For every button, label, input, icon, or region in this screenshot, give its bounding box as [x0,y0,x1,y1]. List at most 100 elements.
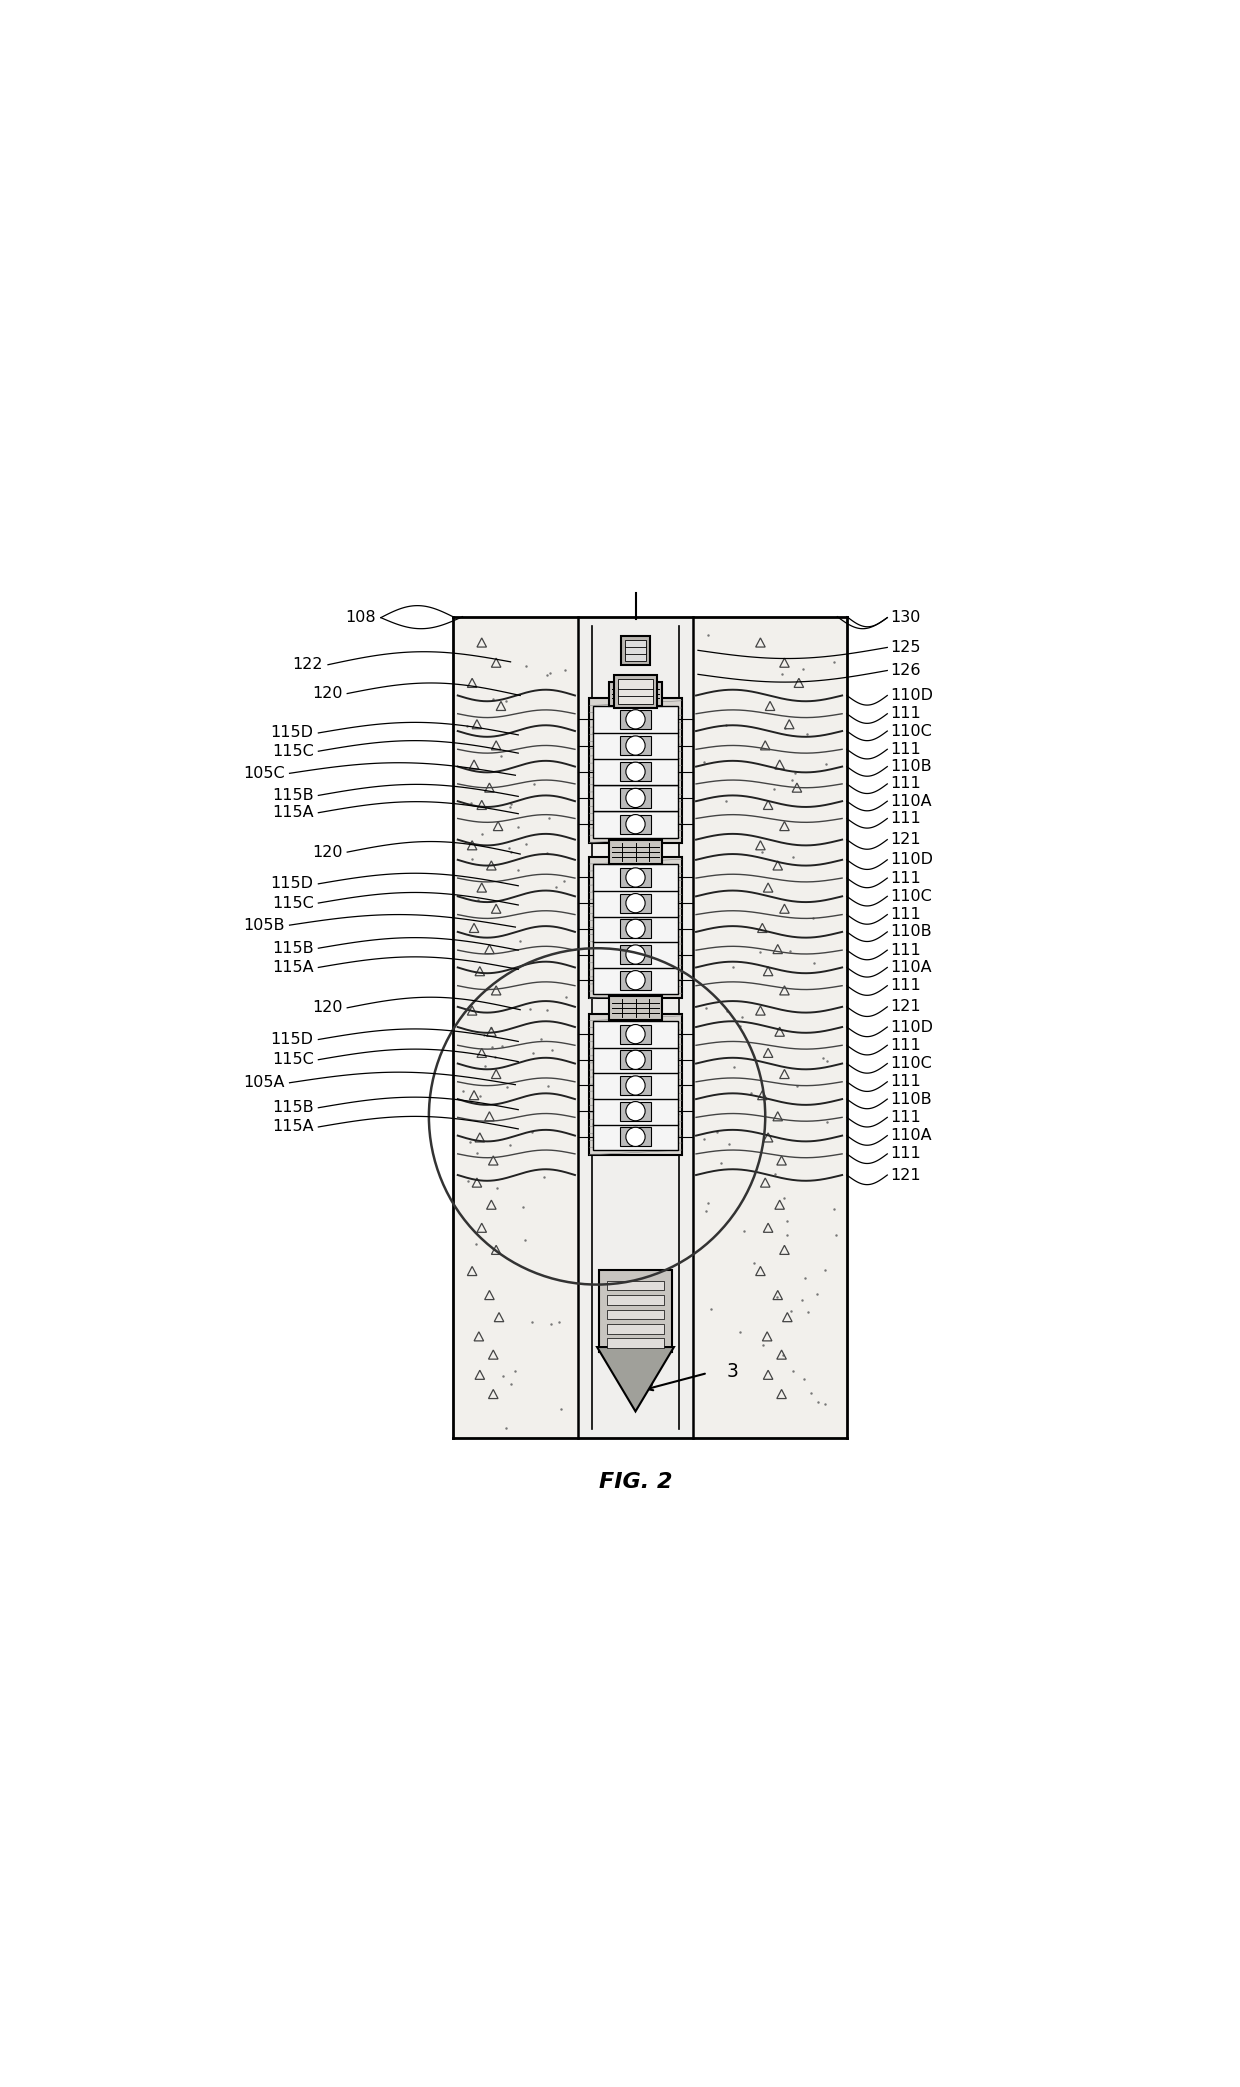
Text: 115D: 115D [270,877,314,891]
Bar [593,916,678,943]
Text: 110B: 110B [890,925,931,939]
Bar [589,1014,682,1154]
Circle shape [626,737,645,755]
Text: 110C: 110C [890,1056,932,1071]
Bar [620,918,651,939]
Text: 110A: 110A [890,793,931,808]
Text: 111: 111 [890,1037,921,1052]
Bar [620,710,651,728]
Bar [593,810,678,837]
Text: 115C: 115C [272,743,314,760]
Text: 115B: 115B [272,789,314,803]
Bar [589,699,682,843]
Text: 110B: 110B [890,1092,931,1106]
Bar [593,889,678,916]
Circle shape [626,970,645,989]
Text: 110A: 110A [890,960,931,975]
Text: 108: 108 [346,609,376,626]
Bar [609,995,662,1021]
Polygon shape [596,1346,675,1411]
Text: 125: 125 [890,641,920,655]
Text: 111: 111 [890,979,921,993]
Bar [618,695,653,703]
Bar [618,678,653,689]
Bar [593,1046,678,1073]
Bar [620,970,651,989]
Bar [620,868,651,887]
Text: 111: 111 [890,741,921,758]
Text: 105A: 105A [243,1075,285,1089]
Text: 120: 120 [312,687,342,701]
Circle shape [626,762,645,781]
Bar [625,641,646,647]
Text: 111: 111 [890,908,921,922]
Text: 111: 111 [890,1146,921,1160]
Bar [614,674,657,707]
Bar [606,1323,665,1334]
Bar [606,1338,665,1348]
Text: FIG. 2: FIG. 2 [599,1471,672,1492]
Text: 3: 3 [727,1361,739,1382]
Bar [606,1309,665,1319]
Bar [620,1102,651,1121]
Bar [593,1021,678,1048]
Circle shape [626,893,645,912]
Bar [621,637,650,666]
Bar [620,1050,651,1069]
Text: 110D: 110D [890,1021,934,1035]
Text: 115A: 115A [272,1119,314,1135]
Circle shape [626,814,645,835]
Text: 111: 111 [890,943,921,958]
Bar [593,705,678,733]
Circle shape [626,1127,645,1146]
Bar [593,1073,678,1100]
Bar [620,945,651,964]
Text: 111: 111 [890,1075,921,1089]
Text: 121: 121 [890,833,921,847]
Bar [620,1025,651,1044]
Text: 110A: 110A [890,1129,931,1144]
Bar [620,814,651,835]
Text: 111: 111 [890,705,921,722]
Text: 110D: 110D [890,689,934,703]
Text: 122: 122 [293,657,324,672]
Circle shape [626,868,645,887]
Circle shape [626,1102,645,1121]
Bar [620,1127,651,1146]
Circle shape [626,1077,645,1096]
Bar [625,647,646,653]
Bar [618,687,653,697]
Text: 115B: 115B [272,1100,314,1114]
Circle shape [626,1050,645,1069]
Bar [693,616,847,1438]
Bar [606,1296,665,1304]
Text: 111: 111 [890,812,921,826]
Bar [589,858,682,998]
Bar [593,941,678,968]
Text: 130: 130 [890,609,920,626]
Bar [620,789,651,808]
Text: 115A: 115A [272,960,314,975]
Text: 120: 120 [312,1000,342,1014]
Text: 126: 126 [890,664,920,678]
Bar [606,1281,665,1290]
Text: 115C: 115C [272,895,314,910]
Text: 110C: 110C [890,889,932,904]
Text: 105B: 105B [243,918,285,933]
Text: 115B: 115B [272,941,314,956]
Bar [620,893,651,912]
Bar [593,758,678,785]
Bar [593,864,678,891]
Text: 105C: 105C [243,766,285,781]
Text: 121: 121 [890,1000,921,1014]
Circle shape [626,710,645,728]
Bar [625,653,646,662]
Bar [620,737,651,755]
Text: 110B: 110B [890,760,931,774]
Text: 111: 111 [890,776,921,791]
Text: 110D: 110D [890,851,934,868]
Bar [578,616,693,1438]
Text: 115C: 115C [272,1052,314,1066]
Text: 111: 111 [890,870,921,885]
Text: 110C: 110C [890,724,932,739]
